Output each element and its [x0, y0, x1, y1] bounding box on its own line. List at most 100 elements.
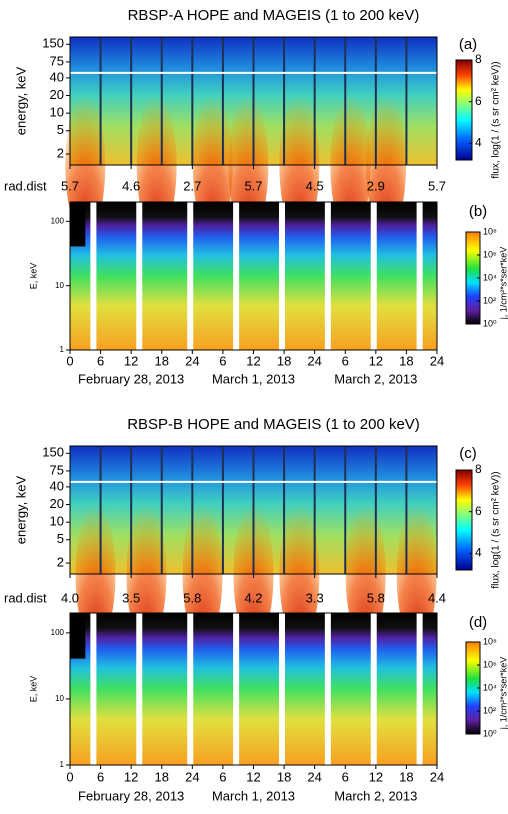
x-row-tick-label: 5.7 [244, 178, 262, 193]
colorbar-tick-label: 10⁴ [483, 272, 497, 282]
x-row-tick-label: 4.2 [244, 590, 262, 605]
x-tick-label: 18 [277, 769, 291, 784]
x-row-tick-label: 5.7 [61, 178, 79, 193]
data-gap [136, 613, 143, 765]
x-row-tick-label: 4.4 [428, 590, 446, 605]
spectrogram-image [70, 202, 437, 350]
x-tick-label: 6 [342, 353, 349, 368]
colorbar-tick-label: 10⁸ [483, 226, 497, 236]
colorbar-tick-label: 10⁸ [483, 636, 497, 646]
y-tick-label: 1 [60, 760, 65, 769]
colorbar-tick-label: 8 [475, 52, 482, 66]
x-tick-label: 24 [430, 353, 444, 368]
data-gap [187, 202, 194, 350]
y-tick-label: 10 [55, 694, 64, 703]
x-row-tick-label: 4.0 [61, 590, 79, 605]
x-row-tick-label: 5.7 [428, 178, 446, 193]
colorbar-tick-label: 10² [483, 295, 496, 305]
colorbar-tick-label: 10⁰ [483, 318, 497, 328]
data-gap [278, 202, 285, 350]
panel-label: (a) [459, 36, 477, 53]
y-axis-label: energy, keV [13, 475, 28, 544]
x-tick-label: 24 [185, 769, 199, 784]
x-tick-label: 12 [124, 769, 138, 784]
colorbar-label: flux, log(1 / (s sr cm² keV)) [491, 61, 502, 178]
colorbar-tick-label: 4 [475, 136, 482, 150]
colorbar-label: j, 1/cm²*s*ser*keV [498, 247, 508, 321]
y-tick-label: 20 [50, 87, 64, 102]
data-gap [416, 613, 423, 765]
x-tick-label: 24 [307, 353, 321, 368]
x-tick-label: 24 [307, 769, 321, 784]
x-tick-label: 12 [124, 353, 138, 368]
x-row-tick-label: 4.5 [306, 178, 324, 193]
x-tick-label: 24 [430, 769, 444, 784]
x-row-tick-label: 3.5 [122, 590, 140, 605]
panel: RBSP-B HOPE and MAGEIS (1 to 200 keV) (c)… [4, 416, 502, 645]
y-axis-label: E, keV [28, 676, 38, 703]
x-row-tick-label: 5.8 [367, 590, 385, 605]
date-label: March 1, 2013 [212, 371, 295, 386]
colorbar-tick-label: 4 [475, 546, 482, 560]
x-tick-label: 12 [369, 353, 383, 368]
data-gap [233, 613, 240, 765]
x-tick-label: 24 [185, 353, 199, 368]
x-tick-label: 12 [246, 769, 260, 784]
y-tick-label: 40 [50, 69, 64, 84]
colorbar [455, 469, 473, 571]
y-tick-label: 1 [60, 345, 65, 354]
panel-label: (d) [469, 614, 487, 631]
spectrogram-image [70, 613, 437, 765]
colorbar-tick-label: 10⁶ [483, 249, 497, 259]
x-tick-label: 6 [342, 769, 349, 784]
chart-title: RBSP-B HOPE and MAGEIS (1 to 200 keV) [127, 416, 420, 433]
y-tick-label: 2 [57, 145, 64, 160]
data-gap [370, 613, 377, 765]
y-tick-label: 2 [57, 554, 64, 569]
data-gap [90, 202, 97, 350]
colorbar-tick-label: 8 [475, 462, 482, 476]
data-gap [370, 202, 377, 350]
panel-label: (c) [459, 445, 477, 462]
data-gap [278, 613, 285, 765]
y-tick-label: 75 [50, 462, 64, 477]
colorbar-label: flux, log(1 / (s sr cm² keV)) [491, 471, 502, 588]
x-row-tick-label: 2.9 [367, 178, 385, 193]
colorbar-label: j, 1/cm²*s*ser*keV [498, 657, 508, 731]
fill-data [70, 613, 86, 659]
panel-label: (b) [469, 203, 487, 220]
y-tick-label: 10 [50, 105, 64, 120]
x-tick-label: 18 [277, 353, 291, 368]
colorbar-tick-label: 10² [483, 705, 496, 715]
x-tick-label: 6 [97, 353, 104, 368]
y-tick-label: 5 [57, 122, 64, 137]
colorbar-tick-label: 6 [475, 504, 482, 518]
y-tick-label: 75 [50, 53, 64, 68]
chart-title: RBSP-A HOPE and MAGEIS (1 to 200 keV) [128, 7, 420, 24]
y-axis-label: energy, keV [13, 66, 28, 135]
x-row-tick-label: 2.7 [183, 178, 201, 193]
x-tick-label: 18 [399, 353, 413, 368]
x-tick-label: 6 [219, 769, 226, 784]
colorbar-tick-label: 10⁰ [483, 728, 497, 738]
colorbar-tick-label: 10⁶ [483, 659, 497, 669]
data-gap [233, 202, 240, 350]
y-tick-label: 10 [55, 281, 64, 290]
x-tick-label: 6 [219, 353, 226, 368]
y-tick-label: 40 [50, 478, 64, 493]
date-label: February 28, 2013 [78, 788, 184, 803]
x-tick-label: 6 [97, 769, 104, 784]
y-tick-label: 100 [51, 628, 65, 637]
y-axis-label: E, keV [28, 263, 38, 290]
data-gap [324, 613, 331, 765]
date-label: March 2, 2013 [334, 788, 417, 803]
x-row-tick-label: 5.8 [183, 590, 201, 605]
colorbar [455, 59, 473, 161]
data-gap [90, 613, 97, 765]
x-row-tick-label: 4.6 [122, 178, 140, 193]
y-tick-label: 20 [50, 496, 64, 511]
x-tick-label: 0 [66, 769, 73, 784]
colorbar-tick-label: 6 [475, 94, 482, 108]
